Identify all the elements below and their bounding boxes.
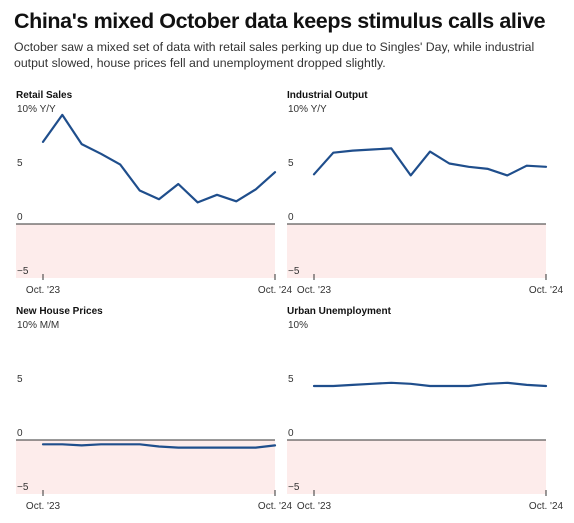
negative-band <box>287 224 546 278</box>
chart-svg: 10% Y/Y 5 0 −5 Oct. '23 Oct. '24 <box>287 104 564 296</box>
panel-title: Urban Unemployment <box>287 306 391 317</box>
series-line <box>41 443 277 449</box>
x-tick-label: Oct. '24 <box>258 501 293 512</box>
x-tick-label: Oct. '23 <box>26 285 61 296</box>
chart-title: China's mixed October data keeps stimulu… <box>14 9 546 33</box>
y-tick-label: 0 <box>288 212 294 223</box>
y-tick-label: 10% <box>288 320 308 331</box>
series-line <box>312 381 548 388</box>
panel-urban-unemployment: Urban Unemployment 10% 5 0 −5 Oct. '23 Oct. '… <box>287 306 564 521</box>
y-tick-label: 10% M/M <box>17 320 59 331</box>
y-tick-label: −5 <box>288 266 300 277</box>
x-tick-label: Oct. '24 <box>529 501 564 512</box>
y-tick-label: 0 <box>17 428 23 439</box>
negative-band <box>287 440 546 494</box>
y-tick-label: 10% Y/Y <box>288 104 327 115</box>
panel-retail-sales: Retail Sales 10% Y/Y 5 0 −5 Oct. '23 Oct. '24 <box>16 90 293 305</box>
y-tick-label: 5 <box>17 158 23 169</box>
chart-subtitle: October saw a mixed set of data with ret… <box>14 40 535 70</box>
panel-new-house-prices: New House Prices 10% M/M 5 0 −5 Oct. '23 Oct.… <box>16 306 293 521</box>
panel-industrial-output: Industrial Output 10% Y/Y 5 0 −5 Oct. '23 Oct… <box>287 90 564 305</box>
y-tick-label: −5 <box>288 482 300 493</box>
x-tick-label: Oct. '23 <box>26 501 61 512</box>
series-line <box>312 147 548 177</box>
chart-svg: 10% Y/Y 5 0 −5 Oct. '23 Oct. '24 <box>16 104 293 296</box>
x-tick-label: Oct. '24 <box>258 285 293 296</box>
chart-svg: 10% 5 0 −5 Oct. '23 Oct. '24 <box>287 320 564 512</box>
y-tick-label: 10% Y/Y <box>17 104 56 115</box>
y-tick-label: 5 <box>17 374 23 385</box>
y-tick-label: −5 <box>17 482 29 493</box>
series-line <box>41 113 277 204</box>
x-tick-label: Oct. '24 <box>529 285 564 296</box>
chart-svg: 10% M/M 5 0 −5 Oct. '23 Oct. '24 <box>16 320 293 512</box>
x-tick-label: Oct. '23 <box>297 501 332 512</box>
y-tick-label: −5 <box>17 266 29 277</box>
negative-band <box>16 440 275 494</box>
y-tick-label: 5 <box>288 158 294 169</box>
panel-title: Retail Sales <box>16 90 73 101</box>
y-tick-label: 0 <box>17 212 23 223</box>
x-tick-label: Oct. '23 <box>297 285 332 296</box>
panel-title: New House Prices <box>16 306 103 317</box>
y-tick-label: 0 <box>288 428 294 439</box>
negative-band <box>16 224 275 278</box>
panel-title: Industrial Output <box>287 90 368 101</box>
y-tick-label: 5 <box>288 374 294 385</box>
